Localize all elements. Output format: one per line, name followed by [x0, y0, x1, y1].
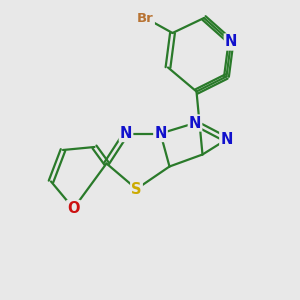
Text: N: N — [189, 116, 201, 130]
Text: N: N — [120, 126, 132, 141]
Text: N: N — [220, 132, 233, 147]
Text: S: S — [131, 182, 142, 196]
Text: Br: Br — [137, 11, 154, 25]
Text: O: O — [67, 201, 80, 216]
Text: N: N — [225, 34, 237, 50]
Text: N: N — [154, 126, 167, 141]
